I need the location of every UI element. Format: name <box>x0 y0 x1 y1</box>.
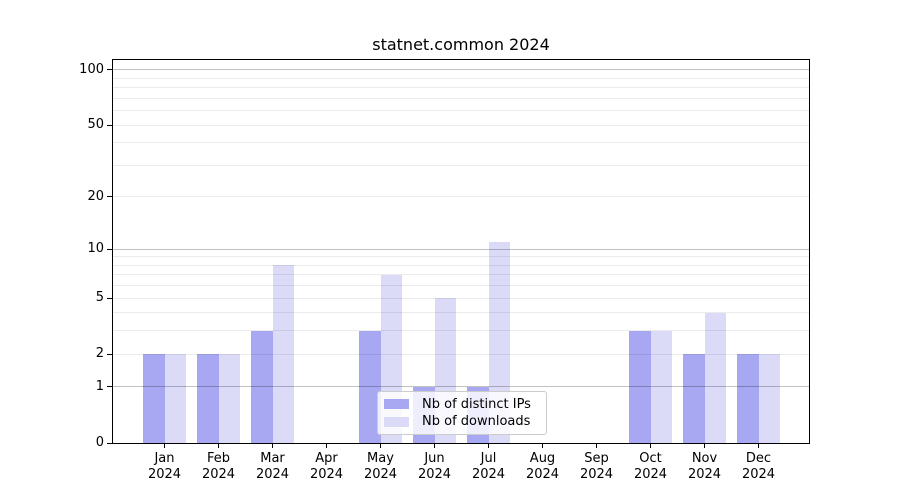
y-tick-label-20: 20 <box>87 188 104 204</box>
bar-nov-distinct-ips <box>683 354 705 443</box>
x-tick-label-nov: Nov 2024 <box>687 451 722 482</box>
legend-swatch-distinct-ips <box>384 399 409 410</box>
y-tick-label-50: 50 <box>87 117 104 133</box>
y-tick-mark <box>107 386 112 388</box>
bar-mar-downloads <box>272 265 294 443</box>
bar-oct-downloads <box>650 330 672 443</box>
bar-dec-downloads <box>758 354 780 443</box>
x-tick-label-sep: Sep 2024 <box>579 451 614 482</box>
y-tick-mark <box>107 442 112 444</box>
x-tick-mark <box>488 444 489 448</box>
chart-title: statnet.common 2024 <box>372 35 550 54</box>
legend-label-downloads: Nb of downloads <box>422 414 531 430</box>
x-tick-mark <box>272 444 273 448</box>
x-tick-mark <box>218 444 219 448</box>
bar-feb-downloads <box>218 354 240 443</box>
y-tick-mark <box>107 196 112 198</box>
legend: Nb of distinct IPs Nb of downloads <box>377 391 547 435</box>
bar-may-distinct-ips <box>359 330 381 443</box>
x-tick-mark <box>596 444 597 448</box>
x-tick-label-apr: Apr 2024 <box>309 451 344 482</box>
x-tick-label-jul: Jul 2024 <box>471 451 506 482</box>
y-tick-mark <box>107 297 112 299</box>
x-tick-mark <box>434 444 435 448</box>
y-tick-mark <box>107 353 112 355</box>
x-tick-label-jun: Jun 2024 <box>417 451 452 482</box>
y-tick-label-2: 2 <box>95 346 104 362</box>
y-tick-mark <box>107 69 112 71</box>
y-tick-label-0: 0 <box>95 435 104 450</box>
x-tick-label-may: May 2024 <box>363 451 398 482</box>
x-tick-mark <box>758 444 759 448</box>
y-tick-label-1: 1 <box>95 378 104 394</box>
bar-jan-distinct-ips <box>143 354 165 443</box>
x-tick-mark <box>380 444 381 448</box>
x-tick-label-dec: Dec 2024 <box>741 451 776 482</box>
x-tick-mark <box>542 444 543 448</box>
y-tick-label-100: 100 <box>79 61 104 77</box>
bars-layer <box>113 60 809 443</box>
bar-feb-distinct-ips <box>197 354 219 443</box>
x-tick-mark <box>326 444 327 448</box>
x-tick-label-mar: Mar 2024 <box>255 451 290 482</box>
legend-swatch-downloads <box>384 416 409 427</box>
x-tick-label-jan: Jan 2024 <box>147 451 182 482</box>
x-tick-label-feb: Feb 2024 <box>201 451 236 482</box>
bar-mar-distinct-ips <box>251 330 273 443</box>
bar-dec-distinct-ips <box>737 354 759 443</box>
bar-nov-downloads <box>704 312 726 443</box>
x-tick-mark <box>704 444 705 448</box>
legend-item: Nb of distinct IPs <box>384 397 540 412</box>
y-tick-mark <box>107 248 112 250</box>
x-tick-label-oct: Oct 2024 <box>633 451 668 482</box>
y-tick-mark <box>107 124 112 126</box>
x-tick-mark <box>164 444 165 448</box>
bar-jan-downloads <box>164 354 186 443</box>
legend-label-distinct-ips: Nb of distinct IPs <box>422 396 531 412</box>
plot-area: Nb of distinct IPs Nb of downloads <box>112 59 810 444</box>
legend-item: Nb of downloads <box>384 414 540 429</box>
bar-oct-distinct-ips <box>629 330 651 443</box>
x-tick-mark <box>650 444 651 448</box>
y-tick-label-10: 10 <box>87 241 104 257</box>
x-tick-label-aug: Aug 2024 <box>525 451 560 482</box>
y-tick-label-5: 5 <box>95 290 104 306</box>
